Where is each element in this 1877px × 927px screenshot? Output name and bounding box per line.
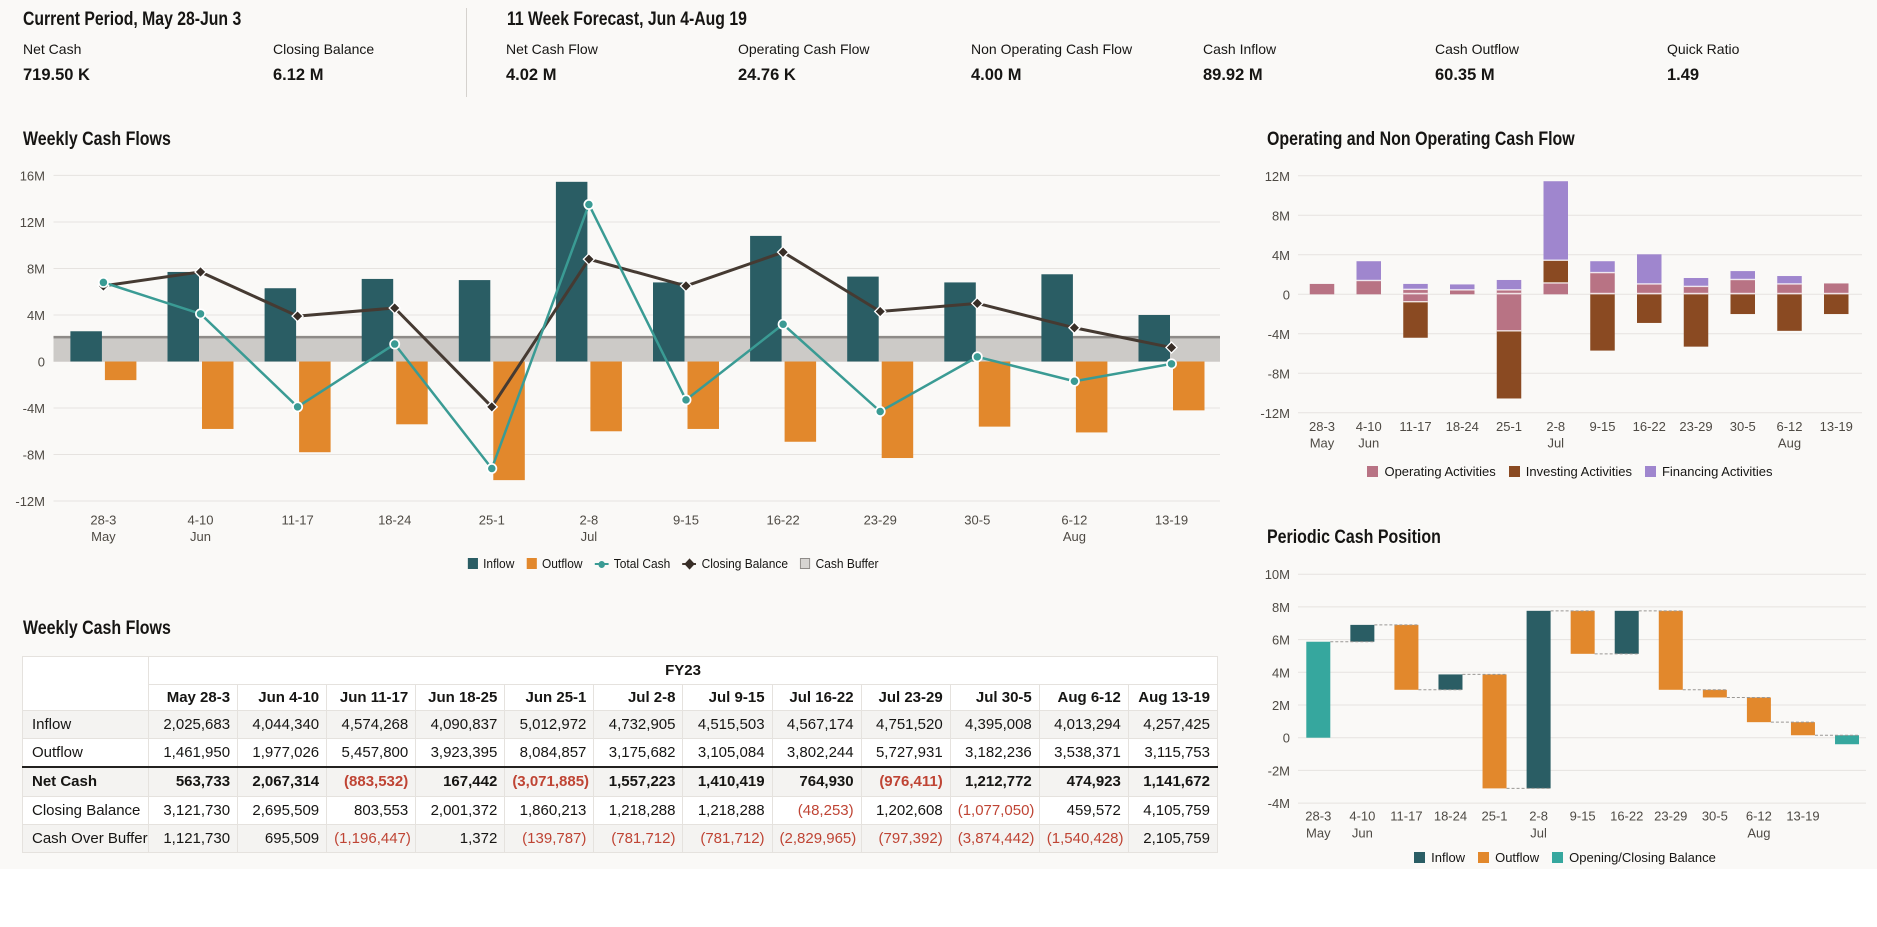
svg-text:Aug: Aug xyxy=(1063,529,1086,544)
svg-text:25-1: 25-1 xyxy=(1482,809,1508,824)
svg-text:11-17: 11-17 xyxy=(1399,419,1431,434)
svg-text:2-8: 2-8 xyxy=(1529,809,1548,824)
svg-text:9-15: 9-15 xyxy=(1570,809,1596,824)
svg-text:4M: 4M xyxy=(27,308,45,323)
svg-text:-12M: -12M xyxy=(1260,406,1290,421)
svg-text:-4M: -4M xyxy=(1268,796,1290,811)
svg-text:2-8: 2-8 xyxy=(580,513,599,528)
svg-text:-8M: -8M xyxy=(23,448,45,463)
svg-text:8M: 8M xyxy=(1272,208,1290,223)
svg-text:0: 0 xyxy=(38,355,45,370)
svg-text:Aug: Aug xyxy=(1747,826,1770,841)
svg-text:8M: 8M xyxy=(1272,600,1290,615)
svg-text:May: May xyxy=(91,529,116,544)
svg-text:28-3: 28-3 xyxy=(1305,809,1331,824)
svg-text:18-24: 18-24 xyxy=(378,513,411,528)
svg-text:2M: 2M xyxy=(1272,698,1290,713)
svg-text:11-17: 11-17 xyxy=(281,513,313,528)
svg-text:6-12: 6-12 xyxy=(1776,419,1802,434)
svg-text:16-22: 16-22 xyxy=(1610,809,1643,824)
svg-text:28-3: 28-3 xyxy=(1309,419,1335,434)
svg-text:18-24: 18-24 xyxy=(1446,419,1479,434)
svg-text:-2M: -2M xyxy=(1268,763,1290,778)
svg-text:6-12: 6-12 xyxy=(1746,809,1772,824)
svg-text:Jun: Jun xyxy=(1358,436,1379,451)
svg-text:Jun: Jun xyxy=(190,529,211,544)
svg-text:8M: 8M xyxy=(27,261,45,276)
svg-text:30-5: 30-5 xyxy=(1702,809,1728,824)
svg-text:25-1: 25-1 xyxy=(1496,419,1522,434)
svg-text:13-19: 13-19 xyxy=(1820,419,1853,434)
svg-text:12M: 12M xyxy=(1265,169,1290,184)
svg-text:11-17: 11-17 xyxy=(1390,809,1422,824)
svg-text:May: May xyxy=(1306,826,1331,841)
svg-text:0: 0 xyxy=(1283,731,1290,746)
svg-text:16-22: 16-22 xyxy=(766,513,799,528)
svg-text:25-1: 25-1 xyxy=(479,513,505,528)
svg-text:-4M: -4M xyxy=(1268,327,1290,342)
svg-text:Jul: Jul xyxy=(581,529,598,544)
svg-text:6-12: 6-12 xyxy=(1061,513,1087,528)
svg-text:4-10: 4-10 xyxy=(187,513,213,528)
svg-text:6M: 6M xyxy=(1272,633,1290,648)
svg-text:Aug: Aug xyxy=(1778,436,1801,451)
svg-text:4-10: 4-10 xyxy=(1356,419,1382,434)
svg-text:May: May xyxy=(1310,436,1335,451)
svg-text:0: 0 xyxy=(1283,287,1290,302)
svg-text:-12M: -12M xyxy=(15,494,45,509)
svg-text:13-19: 13-19 xyxy=(1786,809,1819,824)
svg-text:12M: 12M xyxy=(20,215,45,230)
svg-text:Jun: Jun xyxy=(1352,826,1373,841)
svg-text:4-10: 4-10 xyxy=(1349,809,1375,824)
svg-text:10M: 10M xyxy=(1265,567,1290,582)
svg-text:Jul: Jul xyxy=(1530,826,1547,841)
svg-text:23-29: 23-29 xyxy=(864,513,897,528)
svg-text:4M: 4M xyxy=(1272,248,1290,263)
svg-text:28-3: 28-3 xyxy=(90,513,116,528)
svg-text:30-5: 30-5 xyxy=(1730,419,1756,434)
svg-text:23-29: 23-29 xyxy=(1679,419,1712,434)
svg-text:30-5: 30-5 xyxy=(964,513,990,528)
svg-text:Jul: Jul xyxy=(1547,436,1564,451)
svg-text:18-24: 18-24 xyxy=(1434,809,1467,824)
svg-text:-8M: -8M xyxy=(1268,366,1290,381)
svg-text:2-8: 2-8 xyxy=(1546,419,1565,434)
svg-text:4M: 4M xyxy=(1272,665,1290,680)
svg-text:9-15: 9-15 xyxy=(673,513,699,528)
svg-text:23-29: 23-29 xyxy=(1654,809,1687,824)
svg-text:13-19: 13-19 xyxy=(1155,513,1188,528)
svg-text:-4M: -4M xyxy=(23,401,45,416)
svg-text:9-15: 9-15 xyxy=(1589,419,1615,434)
svg-text:16M: 16M xyxy=(20,168,45,183)
svg-text:16-22: 16-22 xyxy=(1633,419,1666,434)
